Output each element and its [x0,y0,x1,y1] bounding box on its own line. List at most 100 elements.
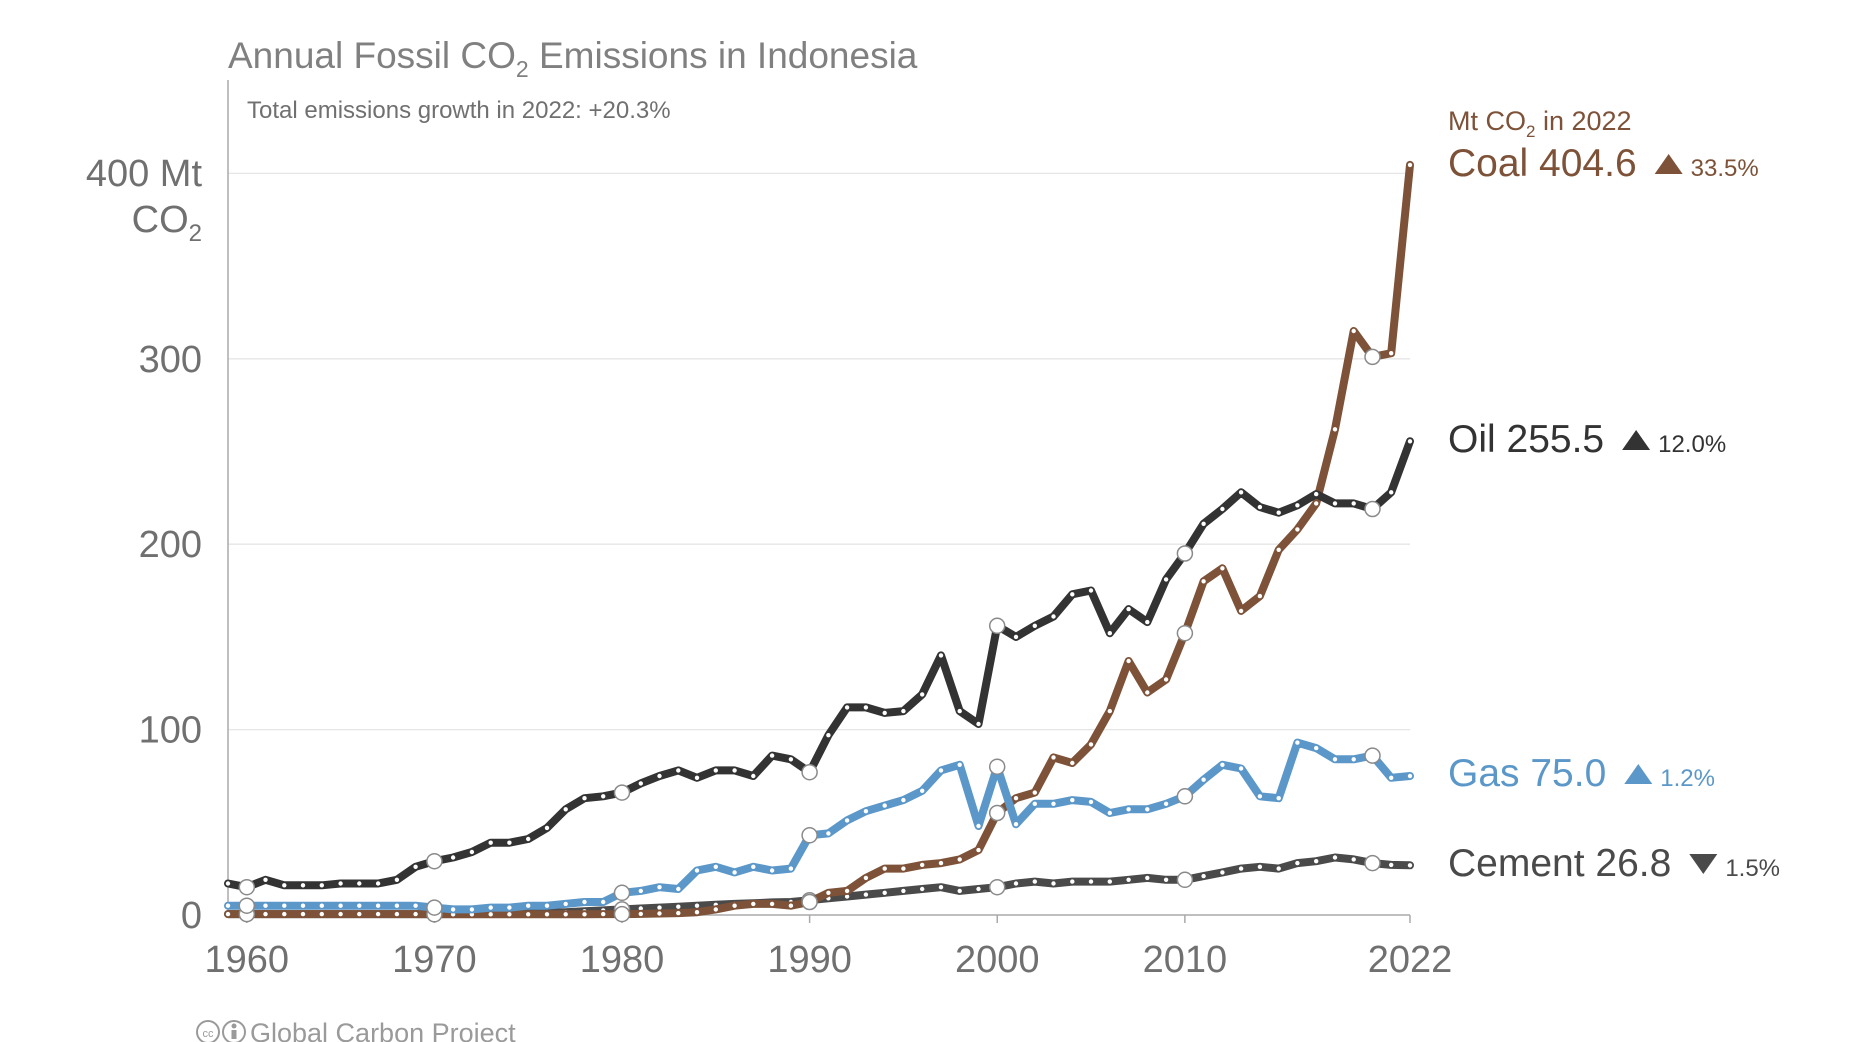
credit: cc Global Carbon Project [196,1018,516,1042]
point-oil-1967 [375,881,381,886]
point-coal-2006 [1107,708,1113,714]
point-gas-1998 [957,762,962,767]
point-gas-2017 [1314,745,1319,751]
point-gas-2011 [1201,777,1206,782]
point-gas-2002 [1032,801,1038,806]
change-arrow-down-icon [1689,854,1718,874]
point-gas-1969 [413,903,418,908]
point-oil-2018 [1332,501,1338,506]
point-gas-1991 [826,831,831,836]
point-oil-2017 [1314,491,1319,497]
y-tick-label-0: 0 [181,895,202,937]
point-oil-1979 [601,794,606,799]
point-cement-2007 [1126,877,1131,882]
point-gas-2019 [1351,757,1356,762]
point-coal-2010 [1176,624,1194,642]
point-coal-1996 [920,862,925,868]
point-gas-1979 [601,899,606,905]
x-tick-label-1970: 1970 [392,939,477,981]
point-gas-1982 [657,885,662,890]
point-coal-1981 [638,911,643,917]
point-oil-1987 [751,773,756,779]
point-coal-1968 [394,911,400,917]
point-oil-1977 [563,807,568,812]
point-oil-2000 [988,617,1006,635]
end-label-value-cement: Cement 26.8 [1448,842,1671,885]
point-oil-1972 [469,849,475,855]
point-cement-1999 [976,886,981,892]
point-gas-1970 [426,899,443,916]
point-oil-1971 [450,855,456,860]
point-oil-2019 [1351,501,1356,506]
end-label-change-cement: 1.5% [1725,855,1780,882]
point-oil-1998 [957,708,962,714]
point-oil-1997 [938,653,944,658]
point-gas-1986 [732,870,737,875]
x-tick-label-1980: 1980 [580,939,665,981]
point-coal-2005 [1088,742,1094,747]
point-cement-2005 [1088,879,1094,884]
point-coal-1990 [801,893,818,911]
point-coal-1988 [769,901,775,907]
point-cement-1983 [676,904,681,909]
point-coal-2016 [1295,527,1300,532]
point-gas-2000 [988,758,1006,775]
end-label-oil: Oil 255.5 12.0% [1448,418,1726,461]
point-oil-2016 [1295,503,1300,508]
point-oil-2001 [1013,634,1019,640]
point-oil-2014 [1257,504,1263,510]
point-gas-1960 [238,897,256,914]
point-oil-2012 [1220,506,1225,512]
end-labels: Mt CO2 in 2022 Coal 404.6 33.5% Oil 255.5 1… [1448,106,1780,885]
point-oil-2009 [1163,577,1169,582]
point-gas-2005 [1088,799,1094,805]
point-cement-1995 [901,888,906,894]
point-gas-1983 [676,886,681,892]
x-tick-label-2022: 2022 [1368,939,1453,981]
point-coal-2002 [1032,790,1038,795]
point-coal-2021 [1389,351,1394,356]
change-arrow-up-icon [1622,430,1651,450]
point-gas-1980 [613,884,631,902]
point-oil-1970 [426,852,443,870]
point-oil-1985 [713,768,718,773]
y-tick-label-400: 400 Mt [86,153,203,195]
point-cement-2008 [1145,875,1150,881]
point-coal-1989 [788,903,794,908]
point-coal-2015 [1276,547,1281,552]
point-gas-1962 [282,903,287,908]
point-oil-1969 [413,864,418,869]
end-label-gas: Gas 75.0 1.2% [1448,752,1715,795]
series-line-gas [224,738,1414,914]
end-label-cement: Cement 26.8 1.5% [1448,842,1780,885]
y-tick-label-200: 200 [139,524,202,566]
point-oil-1996 [920,692,925,697]
point-oil-1959 [225,881,231,886]
x-tick-label-2000: 2000 [955,939,1040,981]
point-gas-1965 [338,903,343,908]
point-gas-1959 [225,903,231,908]
point-oil-1988 [769,753,775,758]
point-coal-1998 [957,857,962,862]
point-oil-1960 [238,878,256,896]
point-gas-2001 [1013,822,1019,827]
credit-label: Global Carbon Project [250,1018,516,1042]
point-oil-2011 [1201,521,1206,526]
point-gas-1992 [844,818,850,823]
chart-title: Annual Fossil CO2 Emissions in Indonesia [228,35,918,82]
point-oil-1995 [901,708,906,714]
point-gas-2021 [1389,775,1394,780]
point-cement-2012 [1220,870,1225,875]
point-gas-2009 [1163,801,1169,806]
point-gas-1981 [638,888,643,894]
point-gas-2004 [1070,797,1075,803]
point-oil-1984 [694,775,700,780]
point-gas-1990 [801,827,818,844]
point-gas-1999 [976,823,981,829]
series-line-coal [224,160,1414,919]
point-oil-1992 [844,705,850,710]
point-coal-2014 [1257,593,1263,599]
point-gas-2012 [1220,762,1225,767]
end-label-change-coal: 33.5% [1691,155,1759,182]
point-coal-2022 [1407,162,1413,168]
